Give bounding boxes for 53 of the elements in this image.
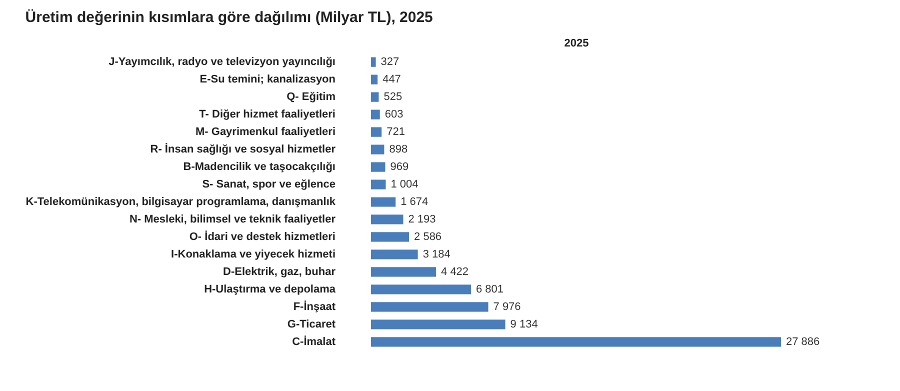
bar	[371, 57, 376, 67]
bar	[371, 320, 506, 330]
bar	[371, 232, 410, 242]
bar	[371, 267, 436, 277]
chart-subtitle: 2025	[564, 38, 589, 50]
y-tick-label: C-İmalat	[292, 334, 336, 348]
bar	[371, 162, 386, 172]
bar	[371, 284, 471, 294]
bar	[371, 144, 384, 154]
y-tick-label: B-Madencilik ve taşocakçılığı	[183, 161, 336, 174]
y-tick-label: E-Su temini; kanalizasyon	[200, 74, 336, 86]
bar	[371, 214, 404, 224]
y-tick-label: J-Yayımcılık, radyo ve televizyon yayıncılığı	[108, 56, 336, 68]
data-label: 1 004	[390, 178, 418, 191]
data-label: 3 184	[422, 248, 450, 260]
y-tick-label: G-Ticaret	[287, 318, 336, 330]
y-tick-label: N- Mesleki, bilimsel ve teknik faaliyetler	[129, 213, 336, 226]
data-label: 2 193	[408, 213, 436, 226]
data-label: 4 422	[441, 266, 469, 278]
bar	[371, 110, 380, 120]
y-tick-label: S- Sanat, spor ve eğlence	[202, 178, 336, 191]
y-tick-label: F-İnşaat	[293, 300, 336, 313]
data-label: 525	[384, 91, 402, 104]
y-tick-label: D-Elektrik, gaz, buhar	[223, 266, 336, 278]
y-tick-label: T- Diğer hizmet faaliyetleri	[199, 108, 336, 121]
data-label: 27 886	[786, 336, 820, 348]
data-label: 6 801	[476, 283, 504, 296]
y-tick-label: Q- Eğitim	[286, 91, 336, 104]
data-label: 721	[386, 126, 405, 138]
y-tick-label: I-Konaklama ve yiyecek hizmeti	[171, 248, 336, 260]
y-tick-label: K-Telekomünikasyon, bilgisayar programlama, danışmanlık	[26, 196, 336, 208]
data-label: 1 674	[400, 196, 428, 208]
bar	[371, 302, 488, 312]
bar	[371, 250, 418, 260]
y-tick-label: R- İnsan sağlığı ve sosyal hizmetler	[150, 142, 336, 156]
data-label: 7 976	[493, 300, 521, 313]
bar	[371, 180, 386, 190]
bar	[371, 127, 382, 137]
data-label: 9 134	[510, 318, 538, 330]
bar	[371, 337, 781, 347]
y-tick-label: O- İdari ve destek hizmetleri	[189, 230, 336, 243]
y-tick-label: H-Ulaştırma ve depolama	[204, 283, 336, 296]
bar	[371, 197, 396, 207]
data-label: 2 586	[414, 230, 442, 243]
y-tick-label: M- Gayrimenkul faaliyetleri	[196, 126, 336, 138]
bar	[371, 74, 378, 84]
text: Üretim değerinin kısımlara göre dağılımı (Milyar TL), 2025	[25, 9, 433, 26]
bar	[371, 92, 379, 102]
data-label: 327	[380, 56, 400, 68]
data-label: 969	[390, 161, 409, 174]
data-label: 447	[382, 74, 401, 86]
data-label: 898	[389, 144, 408, 156]
data-label: 603	[384, 108, 404, 121]
